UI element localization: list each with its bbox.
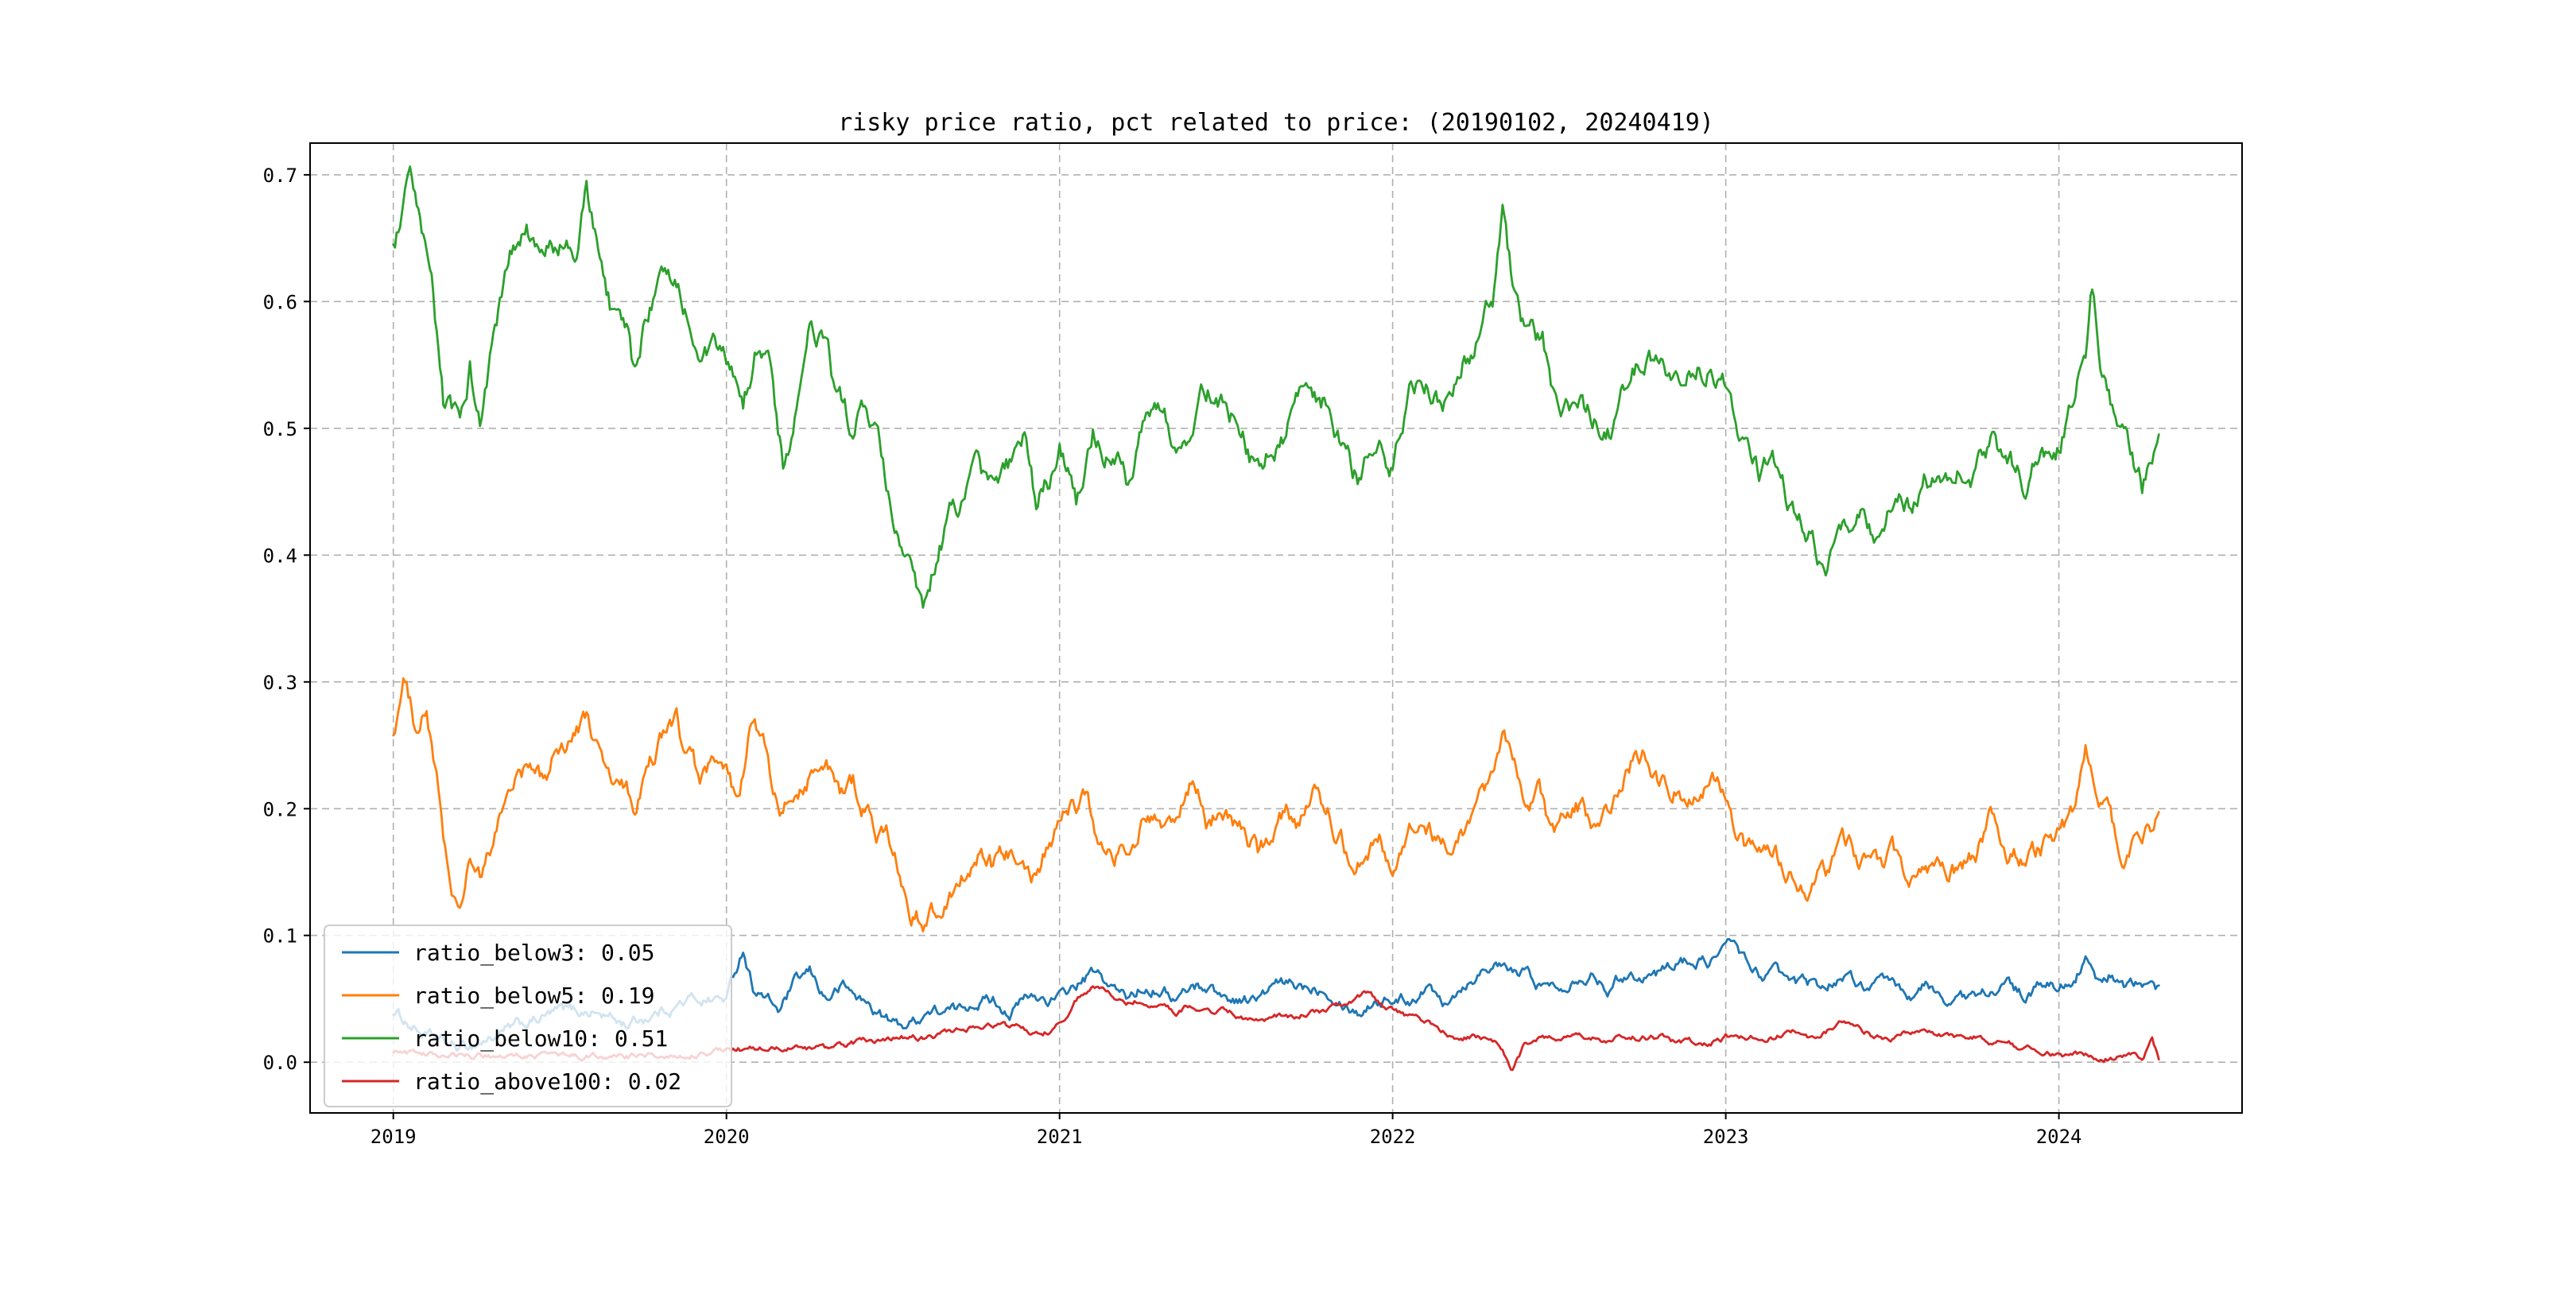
series-lines bbox=[392, 165, 2160, 1072]
legend-box bbox=[324, 925, 732, 1107]
x-tick-label: 2023 bbox=[1703, 1126, 1749, 1148]
x-tick-label: 2021 bbox=[1037, 1126, 1083, 1148]
chart-title: risky price ratio, pct related to price:… bbox=[838, 109, 1714, 137]
series-line-ratio_below5 bbox=[392, 677, 2160, 932]
y-tick-label: 0.5 bbox=[263, 418, 297, 440]
tick-marks: 2019 2020 2021 2022 2023 2024 0.0 0.1 0.2 0.3 0.4 0… bbox=[263, 165, 2082, 1148]
y-tick-label: 0.6 bbox=[263, 291, 297, 313]
axes-frame bbox=[309, 142, 2243, 1114]
y-tick-label: 0.0 bbox=[263, 1052, 297, 1074]
legend-label-ratio_below5: ratio_below5: 0.19 bbox=[413, 983, 654, 1010]
legend-label-ratio_above100: ratio_above100: 0.02 bbox=[413, 1068, 681, 1095]
legend: ratio_below3: 0.05 ratio_below5: 0.19 rati… bbox=[324, 925, 732, 1107]
x-tick-label: 2022 bbox=[1370, 1126, 1416, 1148]
x-tick-label: 2019 bbox=[370, 1126, 417, 1148]
x-tick-label: 2024 bbox=[2036, 1126, 2082, 1148]
y-tick-label: 0.1 bbox=[263, 925, 297, 948]
y-tick-label: 0.4 bbox=[263, 545, 297, 567]
y-tick-label: 0.2 bbox=[263, 798, 297, 820]
legend-label-ratio_below3: ratio_below3: 0.05 bbox=[413, 940, 654, 967]
legend-label-ratio_below10: ratio_below10: 0.51 bbox=[413, 1025, 668, 1053]
y-tick-label: 0.3 bbox=[263, 672, 297, 694]
y-tick-label: 0.7 bbox=[263, 165, 297, 187]
series-line-ratio_below10 bbox=[392, 165, 2160, 609]
x-tick-label: 2020 bbox=[704, 1126, 750, 1148]
